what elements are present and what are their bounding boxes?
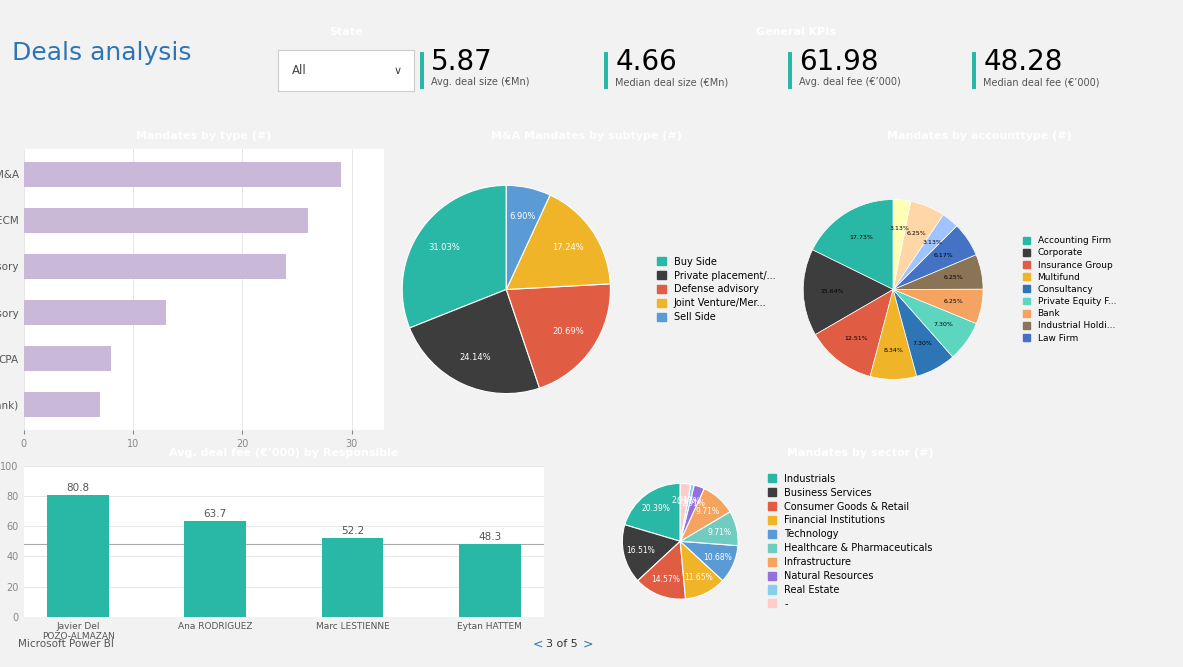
Text: 16.51%: 16.51% (626, 546, 655, 555)
Text: Deals analysis: Deals analysis (12, 41, 192, 65)
Legend: Buy Side, Private placement/..., Defense advisory, Joint Venture/Mer..., Sell Si: Buy Side, Private placement/..., Defense… (654, 253, 778, 325)
Text: 10.68%: 10.68% (703, 553, 732, 562)
Text: 6.90%: 6.90% (509, 212, 536, 221)
Text: 17.24%: 17.24% (552, 243, 584, 252)
Wedge shape (871, 289, 917, 380)
Text: 17.73%: 17.73% (849, 235, 873, 240)
Bar (24, 161, 341, 187)
Bar (459, 544, 521, 617)
Bar (47, 495, 109, 617)
Text: 12.51%: 12.51% (845, 336, 868, 341)
Text: Median deal size (€Mn): Median deal size (€Mn) (615, 77, 729, 87)
Text: 9.71%: 9.71% (696, 507, 719, 516)
Bar (185, 520, 246, 617)
Text: 6.25%: 6.25% (943, 299, 963, 303)
Bar (788, 52, 791, 89)
Wedge shape (625, 484, 680, 542)
Wedge shape (638, 542, 686, 599)
Text: 6.25%: 6.25% (906, 231, 926, 235)
Text: Mandates by sector (#): Mandates by sector (#) (788, 448, 933, 458)
Text: 3.13%: 3.13% (922, 239, 942, 245)
Text: 14.57%: 14.57% (652, 575, 680, 584)
Bar (24, 207, 308, 233)
Legend: Industrials, Business Services, Consumer Goods & Retail, Financial Institutions,: Industrials, Business Services, Consumer… (764, 471, 936, 612)
Text: 9.71%: 9.71% (707, 528, 732, 536)
Wedge shape (506, 284, 610, 388)
Text: 20.69%: 20.69% (552, 327, 584, 336)
Wedge shape (813, 199, 893, 289)
Wedge shape (680, 485, 704, 542)
Text: 0.97%: 0.97% (677, 497, 700, 506)
Wedge shape (506, 185, 550, 289)
Wedge shape (622, 525, 680, 581)
Text: 20.39%: 20.39% (641, 504, 671, 514)
Bar (24, 253, 286, 279)
Legend: Accounting Firm, Corporate, Insurance Group, Multifund, Consultancy, Private Equ: Accounting Firm, Corporate, Insurance Gr… (1021, 235, 1118, 344)
Bar (322, 538, 383, 617)
Text: General KPIs: General KPIs (756, 27, 835, 37)
Text: 15.64%: 15.64% (820, 289, 843, 294)
Text: Mandates by accounttype (#): Mandates by accounttype (#) (886, 131, 1072, 141)
Wedge shape (893, 201, 943, 289)
Text: Median deal fee (€’000): Median deal fee (€’000) (983, 77, 1100, 87)
Text: 48.3: 48.3 (478, 532, 502, 542)
Text: ∨: ∨ (394, 66, 402, 75)
Wedge shape (680, 488, 730, 542)
Text: 11.65%: 11.65% (684, 573, 712, 582)
Text: All: All (291, 64, 306, 77)
Wedge shape (893, 255, 983, 289)
Text: 6.17%: 6.17% (935, 253, 953, 258)
Text: 48.28: 48.28 (983, 47, 1062, 75)
Text: 4.66: 4.66 (615, 47, 677, 75)
Bar (24, 300, 166, 325)
Wedge shape (893, 289, 952, 376)
Wedge shape (893, 226, 976, 289)
Wedge shape (893, 289, 983, 323)
Bar (420, 52, 424, 89)
Wedge shape (402, 185, 506, 328)
Text: 5.87: 5.87 (432, 47, 493, 75)
Text: Avg. deal size (€Mn): Avg. deal size (€Mn) (432, 77, 530, 87)
Text: 2.91%: 2.91% (672, 496, 696, 506)
Text: <: < (534, 638, 543, 651)
Text: Avg. deal fee (€’000) by Responsible: Avg. deal fee (€’000) by Responsible (169, 448, 399, 458)
Wedge shape (680, 484, 691, 542)
Text: 31.03%: 31.03% (428, 243, 460, 252)
Text: 3 of 5: 3 of 5 (547, 640, 577, 649)
Text: >: > (583, 638, 593, 651)
Text: 8.34%: 8.34% (884, 348, 904, 353)
Text: 2.91%: 2.91% (681, 498, 705, 508)
Wedge shape (680, 542, 738, 580)
Wedge shape (409, 289, 539, 394)
Text: 63.7: 63.7 (203, 509, 227, 519)
Text: 52.2: 52.2 (341, 526, 364, 536)
Text: Avg. deal fee (€’000): Avg. deal fee (€’000) (800, 77, 901, 87)
Bar (605, 52, 608, 89)
Text: 6.25%: 6.25% (943, 275, 963, 279)
Wedge shape (680, 512, 738, 546)
Wedge shape (680, 484, 694, 542)
Bar (24, 392, 101, 418)
Wedge shape (893, 289, 976, 357)
Bar (972, 52, 976, 89)
Text: 7.30%: 7.30% (933, 322, 953, 327)
Wedge shape (506, 195, 610, 289)
Wedge shape (893, 215, 957, 289)
Wedge shape (803, 250, 893, 335)
Text: 61.98: 61.98 (800, 47, 879, 75)
Text: State: State (329, 27, 363, 37)
Text: Microsoft Power BI: Microsoft Power BI (18, 640, 114, 649)
Text: 24.14%: 24.14% (459, 353, 491, 362)
Text: 80.8: 80.8 (66, 483, 90, 493)
Wedge shape (680, 542, 723, 599)
Bar (24, 346, 111, 372)
Text: 3.13%: 3.13% (890, 226, 909, 231)
Text: M&A Mandates by subtype (#): M&A Mandates by subtype (#) (491, 131, 681, 141)
Text: Mandates by type (#): Mandates by type (#) (136, 131, 272, 141)
Wedge shape (893, 199, 911, 289)
Text: 7.30%: 7.30% (912, 341, 932, 346)
Wedge shape (815, 289, 893, 376)
